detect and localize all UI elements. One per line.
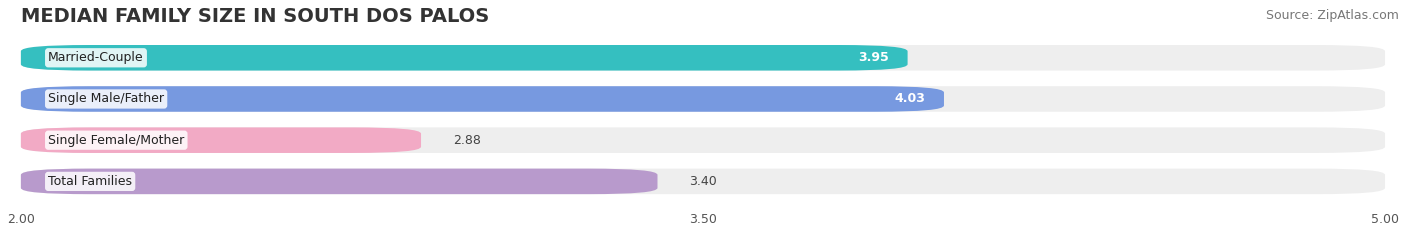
FancyBboxPatch shape bbox=[21, 86, 1385, 112]
FancyBboxPatch shape bbox=[21, 127, 420, 153]
Text: Source: ZipAtlas.com: Source: ZipAtlas.com bbox=[1265, 9, 1399, 22]
Text: 4.03: 4.03 bbox=[894, 93, 925, 106]
FancyBboxPatch shape bbox=[21, 127, 1385, 153]
Text: 3.40: 3.40 bbox=[689, 175, 717, 188]
FancyBboxPatch shape bbox=[21, 45, 908, 71]
Text: Married-Couple: Married-Couple bbox=[48, 51, 143, 64]
FancyBboxPatch shape bbox=[21, 45, 1385, 71]
Text: Single Male/Father: Single Male/Father bbox=[48, 93, 165, 106]
Text: 2.88: 2.88 bbox=[453, 134, 481, 147]
Text: Total Families: Total Families bbox=[48, 175, 132, 188]
FancyBboxPatch shape bbox=[21, 169, 658, 194]
Text: Single Female/Mother: Single Female/Mother bbox=[48, 134, 184, 147]
FancyBboxPatch shape bbox=[21, 169, 1385, 194]
Text: 3.95: 3.95 bbox=[859, 51, 890, 64]
FancyBboxPatch shape bbox=[21, 86, 943, 112]
Text: MEDIAN FAMILY SIZE IN SOUTH DOS PALOS: MEDIAN FAMILY SIZE IN SOUTH DOS PALOS bbox=[21, 7, 489, 26]
